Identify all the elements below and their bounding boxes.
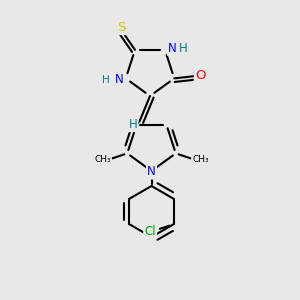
- Text: N: N: [116, 74, 124, 86]
- Text: H: H: [178, 42, 188, 55]
- Text: H: H: [102, 75, 110, 85]
- Text: S: S: [117, 21, 126, 34]
- Text: Cl: Cl: [144, 225, 156, 238]
- Text: N: N: [168, 42, 177, 55]
- Text: H: H: [128, 118, 137, 131]
- Text: O: O: [195, 70, 206, 83]
- Text: CH₃: CH₃: [192, 155, 209, 164]
- Text: N: N: [147, 165, 156, 178]
- Text: CH₃: CH₃: [94, 155, 111, 164]
